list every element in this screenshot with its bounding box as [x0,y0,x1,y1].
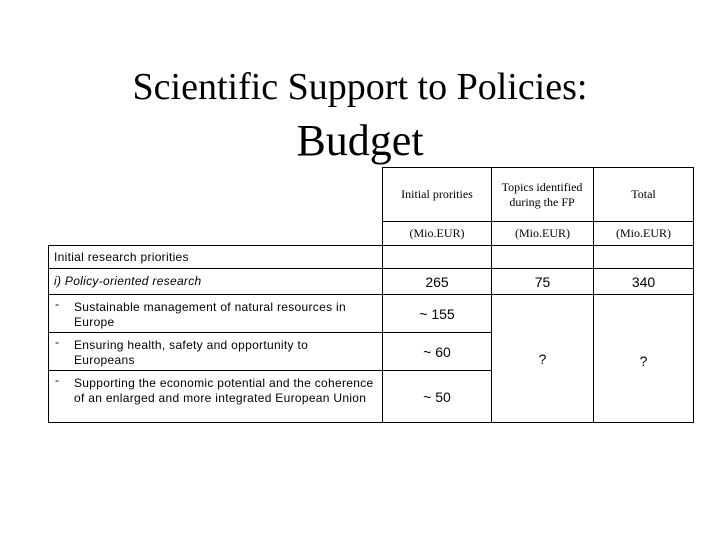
header-initial: Initial prorities [401,187,473,201]
table-rule [48,294,694,295]
policy-initial-value: 265 [425,273,449,290]
list-bullet: - [55,335,59,349]
table-border-right [693,167,694,423]
policy-row-label: i) Policy-oriented research [54,274,202,288]
sub-total-value: ? [639,352,648,369]
header-topics: Topics identified during the FP [501,179,583,209]
list-bullet: - [55,297,59,311]
table-rule [48,268,694,269]
slide-title: Scientific Support to Policies: [132,66,588,108]
policy-topics-value: 75 [534,273,551,290]
sub-item-label: Ensuring health, safety and opportunity … [74,338,309,367]
sub-item-label: Sustainable management of natural resour… [74,300,346,329]
sub-item-initial-value: ~ 155 [419,305,455,322]
slide-subtitle: Budget [296,116,424,165]
sub-topics-value: ? [538,350,547,367]
sub-item-label: Supporting the economic potential and th… [74,376,374,405]
table-rule [593,167,594,423]
policy-total-value: 340 [631,273,656,290]
list-bullet: - [55,373,59,387]
table-border-top [382,167,694,168]
table-border-left [48,245,49,423]
table-rule [382,221,694,222]
header-total: Total [631,187,656,201]
table-rule [48,370,491,371]
table-rule [48,245,694,246]
table-rule [382,167,383,423]
section-label: Initial research priorities [54,250,189,264]
sub-item-initial-value: ~ 50 [423,388,451,405]
unit-initial: (Mio.EUR) [409,226,465,240]
unit-topics: (Mio.EUR) [515,226,570,240]
table-rule [491,167,492,423]
sub-item-initial-value: ~ 60 [423,343,451,360]
unit-total: (Mio.EUR) [616,226,671,240]
table-rule [48,332,491,333]
table-border-bottom [48,422,694,423]
